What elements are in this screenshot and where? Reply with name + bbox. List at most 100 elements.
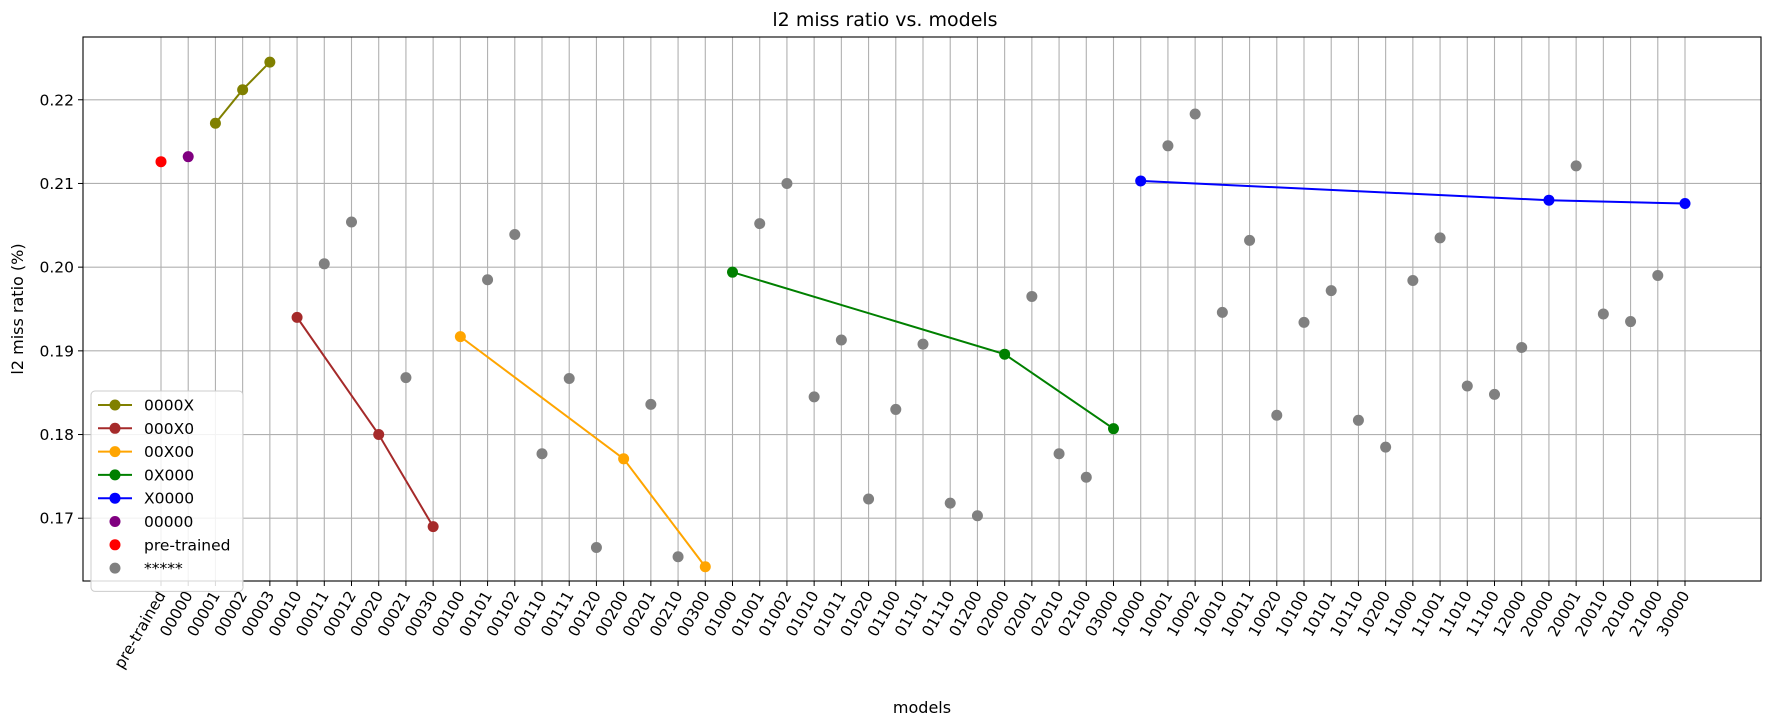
legend-label: 0X000 [144,466,194,484]
data-point [400,372,412,384]
legend-marker [109,399,121,411]
data-point [754,218,766,230]
data-point [1407,275,1419,287]
x-axis-label: models [893,698,951,717]
data-point [1434,232,1446,244]
grid [83,37,1761,581]
series-line [459,335,707,568]
data-point [781,177,793,189]
legend-marker [109,446,121,458]
data-point [1271,409,1283,421]
data-point [1679,198,1691,210]
series-line [296,316,435,528]
data-point [1461,380,1473,392]
y-tick-label: 0.20 [39,259,74,277]
data-point [1162,140,1174,152]
data-point [944,497,956,509]
legend-label: 000X0 [144,420,194,438]
data-point [209,117,221,129]
data-point [1597,308,1609,320]
data-point [1489,388,1500,400]
data-point [291,311,303,323]
data-point [1570,160,1582,172]
data-point [1216,306,1228,318]
series-00X00 [454,331,711,573]
data-point [971,510,983,522]
series-0000X [209,56,276,129]
y-tick-label: 0.22 [39,91,74,109]
legend: 0000X 000X0 00X00 0X000 X0000 00000 pre-traine… [90,390,244,592]
y-axis-label: l2 miss ratio (%) [8,243,27,374]
chart-title: l2 miss ratio vs. models [772,9,997,31]
data-point [509,229,521,241]
data-point [1053,448,1065,460]
data-point [1298,316,1310,328]
series-pre-trained [155,156,167,168]
x-axis: pre-trained00000000010000200003000100001… [111,581,1693,672]
data-point [890,403,902,415]
data-point [727,266,738,278]
legend-label: 0000X [144,397,194,415]
data-point [346,216,357,228]
legend-marker [109,422,121,434]
legend-marker [109,469,121,481]
data-point [1026,290,1038,302]
series-X0000 [1135,175,1691,210]
data-point [1108,423,1119,435]
data-point [482,274,494,286]
legend-label: ***** [144,560,183,578]
y-tick-label: 0.17 [39,510,74,528]
data-point [1625,316,1637,328]
data-point [835,334,847,346]
data-point [1543,194,1555,206]
data-point [155,156,167,168]
data-point [917,338,929,350]
data-point [182,151,194,163]
data-point [563,372,575,384]
y-axis: 0.17 0.18 0.19 0.20 0.21 0.22 [39,91,83,528]
data-point [1380,441,1392,453]
y-tick-label: 0.18 [39,426,74,444]
legend-label: 00X00 [144,443,194,461]
legend-label: X0000 [144,490,194,508]
data-point [645,398,657,410]
data-point [237,84,249,96]
data-point [1516,341,1528,353]
data-point [1080,471,1092,483]
data-point [999,348,1011,360]
legend-box [90,390,244,592]
plot-frame [82,36,1762,582]
data-point [1244,234,1256,246]
legend-marker [109,539,121,551]
data-point [1135,175,1147,187]
series-0X000 [727,266,1119,435]
data-point [1352,414,1364,426]
legend-marker [109,492,121,504]
legend-marker [109,516,121,527]
series-***** [318,108,1664,563]
data-point [672,551,684,563]
data-point [318,258,330,270]
data-point [1325,285,1337,297]
data-point [699,561,711,573]
series-000X0 [291,311,439,533]
data-point [1652,270,1664,282]
data-point [264,56,276,68]
data-point [590,542,602,554]
legend-label: pre-trained [144,536,230,554]
data-point [1189,108,1201,120]
series-00000 [182,151,194,163]
y-tick-label: 0.21 [39,175,74,193]
data-point [373,429,385,441]
data-point [454,331,466,343]
legend-label: 00000 [144,513,193,531]
data-point [808,391,820,403]
data-point [427,521,439,533]
y-tick-label: 0.19 [39,342,74,360]
data-point [863,493,875,505]
data-point [536,448,548,460]
series-layer [155,56,1691,573]
data-point [618,453,630,465]
legend-marker [109,562,121,574]
